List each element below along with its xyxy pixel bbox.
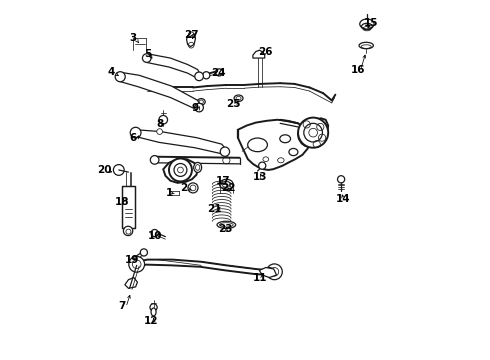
Text: 13: 13 (253, 172, 268, 182)
Circle shape (123, 226, 133, 235)
Circle shape (216, 69, 223, 76)
Ellipse shape (151, 308, 156, 316)
Ellipse shape (234, 95, 243, 102)
Text: 7: 7 (119, 301, 126, 311)
Text: 2: 2 (180, 183, 188, 193)
Text: 11: 11 (253, 273, 268, 283)
Polygon shape (136, 260, 275, 275)
Circle shape (203, 72, 210, 79)
Ellipse shape (194, 162, 201, 172)
Ellipse shape (360, 19, 374, 29)
Text: 24: 24 (211, 68, 225, 78)
Text: 4: 4 (108, 67, 115, 77)
Ellipse shape (197, 99, 205, 105)
Polygon shape (120, 72, 200, 110)
Circle shape (150, 304, 157, 311)
Text: 20: 20 (97, 165, 112, 175)
Text: 26: 26 (259, 46, 273, 57)
Text: 6: 6 (129, 133, 137, 143)
Circle shape (157, 129, 163, 134)
Circle shape (188, 183, 198, 193)
Text: 21: 21 (207, 204, 222, 215)
Circle shape (113, 165, 124, 175)
Polygon shape (259, 267, 276, 278)
Polygon shape (238, 120, 310, 170)
Text: 27: 27 (185, 30, 199, 40)
Polygon shape (253, 50, 265, 58)
Text: 5: 5 (144, 49, 151, 59)
Text: 22: 22 (221, 183, 236, 193)
Circle shape (220, 147, 230, 156)
Circle shape (151, 229, 158, 237)
Polygon shape (135, 130, 226, 154)
Bar (122, 186, 135, 228)
Text: 19: 19 (125, 255, 139, 265)
Circle shape (150, 156, 159, 164)
Circle shape (169, 158, 192, 181)
Polygon shape (147, 54, 200, 79)
Circle shape (130, 127, 141, 138)
Circle shape (143, 54, 151, 62)
Text: 8: 8 (156, 120, 163, 129)
Circle shape (115, 72, 125, 82)
Polygon shape (125, 278, 137, 288)
Circle shape (259, 162, 266, 169)
Circle shape (159, 116, 168, 124)
Text: 12: 12 (144, 316, 158, 325)
Text: 9: 9 (192, 103, 199, 113)
Polygon shape (163, 159, 197, 183)
Circle shape (267, 264, 282, 280)
Polygon shape (298, 118, 328, 147)
Text: 23: 23 (218, 225, 233, 234)
Text: 15: 15 (364, 18, 378, 28)
Circle shape (338, 176, 344, 183)
Circle shape (298, 118, 328, 148)
Text: 25: 25 (226, 99, 241, 109)
Text: 17: 17 (216, 176, 230, 186)
Text: 16: 16 (351, 64, 365, 75)
Ellipse shape (217, 221, 236, 228)
Text: 1: 1 (166, 188, 173, 198)
Polygon shape (187, 34, 196, 46)
Ellipse shape (359, 42, 373, 49)
Text: 14: 14 (336, 194, 351, 204)
Text: 18: 18 (115, 197, 130, 207)
Circle shape (195, 103, 203, 112)
Ellipse shape (220, 179, 233, 189)
Circle shape (140, 249, 147, 256)
Circle shape (195, 72, 203, 81)
Text: 3: 3 (129, 33, 137, 43)
Text: 10: 10 (147, 231, 162, 240)
Circle shape (129, 256, 145, 272)
